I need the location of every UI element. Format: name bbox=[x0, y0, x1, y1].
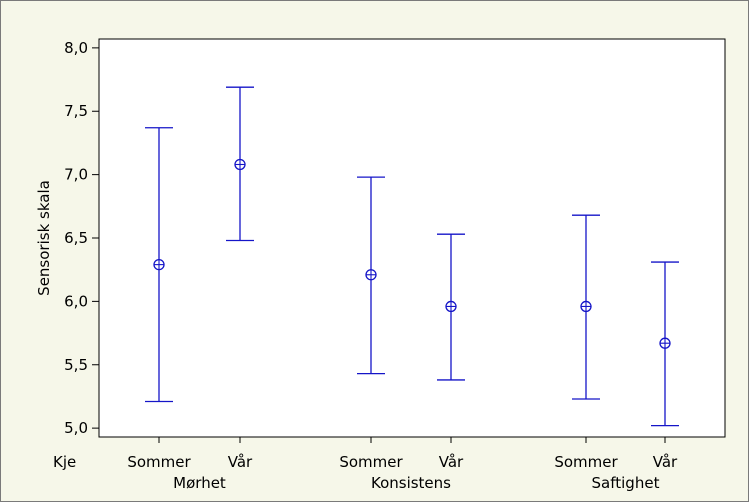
group-labels: Mørhet Konsistens Saftighet bbox=[173, 474, 659, 492]
x-tick-label: Vår bbox=[653, 453, 678, 471]
y-axis: 5,0 5,5 6,0 6,5 7,0 7,5 8,0 bbox=[64, 39, 99, 437]
error-bars bbox=[145, 86, 679, 427]
x-tick-label: Sommer bbox=[339, 453, 403, 471]
y-axis-label: Sensorisk skala bbox=[35, 180, 53, 296]
y-tick-label: 5,5 bbox=[64, 356, 88, 374]
x-tick-label: Sommer bbox=[127, 453, 191, 471]
x-tick-label: Sommer bbox=[554, 453, 618, 471]
y-tick-label: 7,0 bbox=[64, 166, 88, 184]
x-tick-label: Vår bbox=[439, 453, 464, 471]
row-header-label: Kje bbox=[53, 453, 76, 471]
group-label: Saftighet bbox=[592, 474, 660, 492]
group-label: Mørhet bbox=[173, 474, 226, 492]
plot-area bbox=[98, 38, 726, 438]
y-tick-label: 6,5 bbox=[64, 229, 88, 247]
x-axis: Sommer Vår Sommer Vår Sommer Vår bbox=[127, 437, 678, 471]
y-tick-label: 6,0 bbox=[64, 292, 88, 310]
x-tick-label: Vår bbox=[228, 453, 253, 471]
y-tick-label: 5,0 bbox=[64, 419, 88, 437]
group-label: Konsistens bbox=[371, 474, 451, 492]
y-tick-label: 8,0 bbox=[64, 39, 88, 57]
y-tick-label: 7,5 bbox=[64, 102, 88, 120]
